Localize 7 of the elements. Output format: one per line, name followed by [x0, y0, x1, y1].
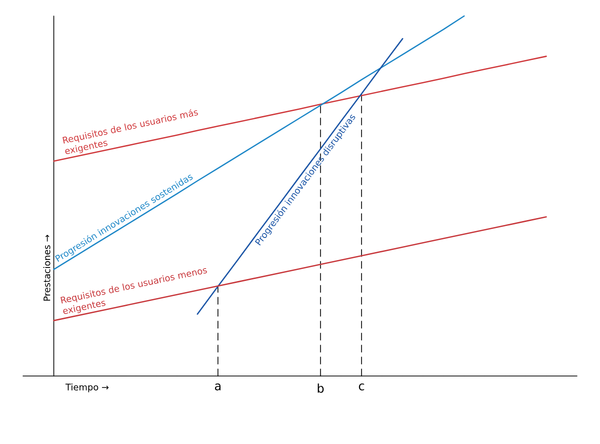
x-tick-label: c: [358, 384, 364, 390]
y-axis-title: Prestaciones →: [43, 234, 50, 301]
x-tick-label: b: [318, 384, 324, 393]
text: Requisitos de los usuarios menos exigentes: [60, 268, 207, 314]
x-axis-title: Tiempo →: [65, 384, 109, 392]
x-tick-label: a: [214, 384, 220, 390]
text: Requisitos de los usuarios más exigentes: [62, 109, 198, 154]
